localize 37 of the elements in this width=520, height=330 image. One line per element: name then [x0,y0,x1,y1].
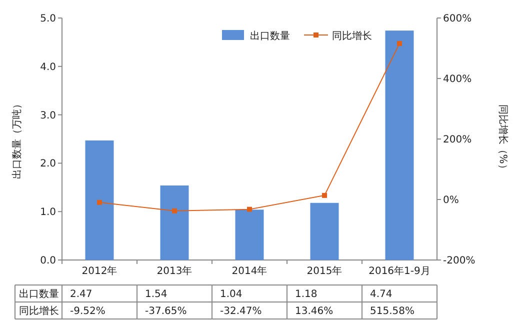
x-tick-label: 2015年 [306,265,342,277]
data-label: 1.18 [295,289,318,300]
data-label: 1.04 [220,289,242,300]
y-tick-label: 0.0 [40,256,56,266]
x-tick-label: 2012年 [82,265,118,277]
point [397,41,402,46]
point [247,206,252,212]
y-tick-label: 1.0 [40,207,56,218]
legend-label: 出口数量 [250,30,290,42]
y2-tick-label: 400% [443,74,472,85]
data-label: 13.46% [295,306,334,317]
y2-tick-label: 0% [443,195,459,206]
y-tick-label: 2.0 [40,158,56,170]
y2-tick-label: -200% [443,256,476,266]
point [322,192,327,198]
y-axis-title: 出口数量（万吨） [11,99,23,179]
legend-label: 同比增长 [332,30,372,42]
data-label: 2.47 [70,289,92,300]
point [97,200,102,205]
data-label: -9.52% [70,306,106,317]
x-tick-label: 2013年 [156,265,192,277]
y-tick-label: 5.0 [40,14,56,24]
data-label: -32.47% [220,306,262,317]
y-tick-label: 4.0 [40,62,56,73]
x-tick-label: 2016年1-9月 [368,265,430,277]
data-label: 1.54 [145,289,168,300]
x-tick-label: 2014年 [232,265,268,277]
text: 同比增长 [19,306,59,317]
data-label: 515.58% [370,306,414,317]
data-label: -37.65% [145,306,187,317]
y-tick-label: 3.0 [40,110,56,122]
y2-tick-label: 200% [443,134,472,146]
data-label: 4.74 [370,289,392,300]
point [172,208,177,214]
y2-axis-title: 同比增长（%） [497,104,509,174]
y2-tick-label: 600% [443,14,472,24]
text: 出口数量 [19,289,59,300]
